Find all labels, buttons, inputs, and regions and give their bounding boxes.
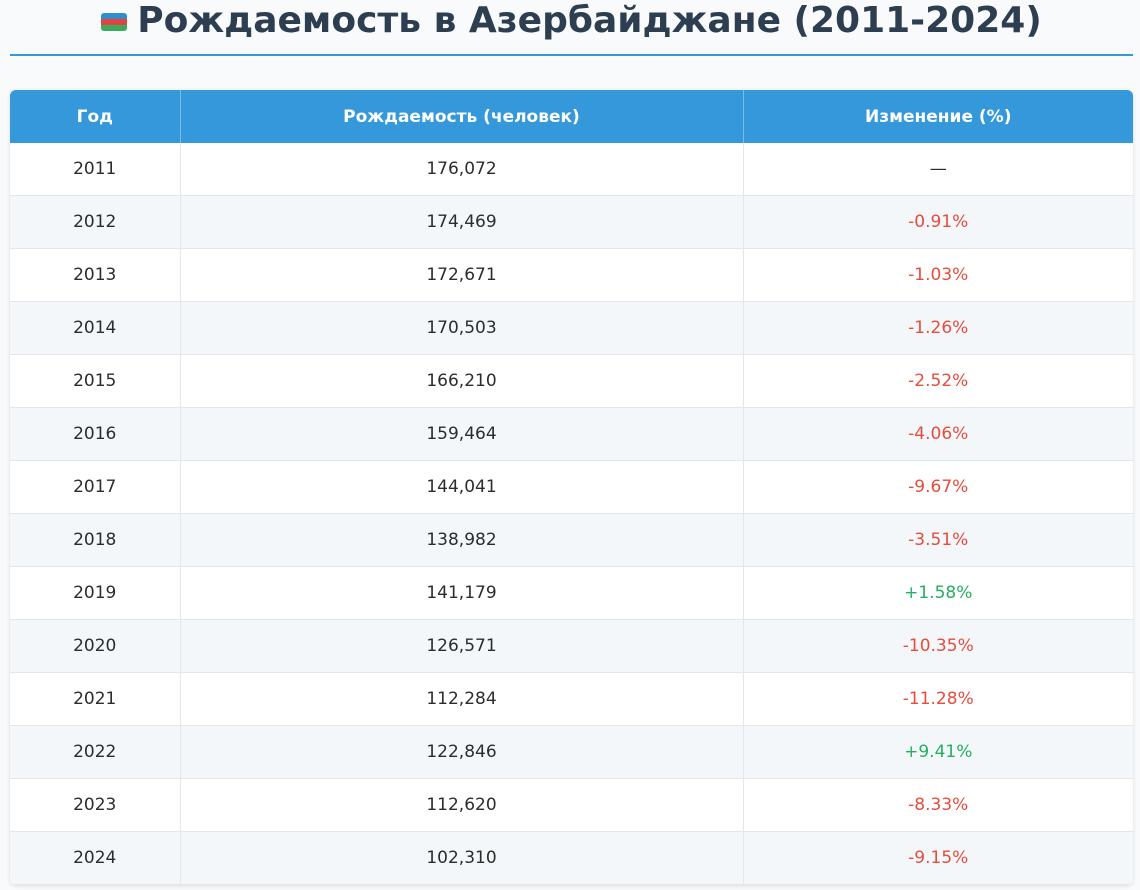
cell-births: 138,982: [180, 513, 744, 567]
cell-births: 174,469: [180, 195, 744, 249]
cell-change: -9.67%: [743, 460, 1133, 514]
cell-births: 122,846: [180, 725, 744, 779]
births-table-container: Год Рождаемость (человек) Изменение (%) …: [10, 90, 1133, 885]
cell-change: -8.33%: [743, 778, 1133, 832]
cell-year: 2011: [10, 143, 181, 196]
cell-change: -1.03%: [743, 248, 1133, 302]
cell-change: -4.06%: [743, 407, 1133, 461]
cell-births: 112,284: [180, 672, 744, 726]
cell-year: 2019: [10, 566, 181, 620]
cell-births: 126,571: [180, 619, 744, 673]
table-row: 2018 138,982 -3.51%: [10, 513, 1133, 567]
cell-change: -3.51%: [743, 513, 1133, 567]
table-row: 2021 112,284 -11.28%: [10, 672, 1133, 726]
column-header-year[interactable]: Год: [10, 90, 181, 143]
table-header-row: Год Рождаемость (человек) Изменение (%): [10, 90, 1133, 143]
table-row: 2022 122,846 +9.41%: [10, 725, 1133, 779]
cell-births: 172,671: [180, 248, 744, 302]
table-row: 2016 159,464 -4.06%: [10, 407, 1133, 461]
cell-change: -9.15%: [743, 831, 1133, 885]
cell-change: -0.91%: [743, 195, 1133, 249]
cell-births: 141,179: [180, 566, 744, 620]
table-row: 2024 102,310 -9.15%: [10, 831, 1133, 885]
table-row: 2013 172,671 -1.03%: [10, 248, 1133, 302]
cell-births: 166,210: [180, 354, 744, 408]
births-table: Год Рождаемость (человек) Изменение (%) …: [10, 90, 1133, 885]
column-header-change[interactable]: Изменение (%): [743, 90, 1133, 143]
table-row: 2020 126,571 -10.35%: [10, 619, 1133, 673]
cell-change: -2.52%: [743, 354, 1133, 408]
cell-change: -10.35%: [743, 619, 1133, 673]
cell-change: -11.28%: [743, 672, 1133, 726]
table-row: 2019 141,179 +1.58%: [10, 566, 1133, 620]
table-row: 2012 174,469 -0.91%: [10, 195, 1133, 249]
page-title: Рождаемость в Азербайджане (2011-2024): [137, 0, 1042, 41]
cell-change: +1.58%: [743, 566, 1133, 620]
cell-year: 2015: [10, 354, 181, 408]
cell-year: 2017: [10, 460, 181, 514]
cell-change: -1.26%: [743, 301, 1133, 355]
azerbaijan-flag-icon: [101, 13, 128, 31]
cell-births: 170,503: [180, 301, 744, 355]
cell-births: 176,072: [180, 143, 744, 196]
table-row: 2011 176,072—: [10, 143, 1133, 196]
cell-year: 2013: [10, 248, 181, 302]
cell-year: 2018: [10, 513, 181, 567]
table-row: 2023 112,620 -8.33%: [10, 778, 1133, 832]
cell-year: 2022: [10, 725, 181, 779]
cell-births: 112,620: [180, 778, 744, 832]
cell-births: 102,310: [180, 831, 744, 885]
table-row: 2014 170,503 -1.26%: [10, 301, 1133, 355]
cell-year: 2023: [10, 778, 181, 832]
table-row: 2015 166,210 -2.52%: [10, 354, 1133, 408]
cell-year: 2016: [10, 407, 181, 461]
cell-births: 144,041: [180, 460, 744, 514]
column-header-births[interactable]: Рождаемость (человек): [180, 90, 744, 143]
cell-year: 2012: [10, 195, 181, 249]
page-header: Рождаемость в Азербайджане (2011-2024): [10, 0, 1133, 56]
cell-births: 159,464: [180, 407, 744, 461]
table-body: 2011 176,072—2012 174,469 -0.91% 2013 172,671…: [10, 143, 1133, 885]
cell-change: +9.41%: [743, 725, 1133, 779]
cell-year: 2021: [10, 672, 181, 726]
cell-change: —: [743, 143, 1133, 196]
cell-year: 2024: [10, 831, 181, 885]
cell-year: 2014: [10, 301, 181, 355]
table-row: 2017 144,041 -9.67%: [10, 460, 1133, 514]
cell-year: 2020: [10, 619, 181, 673]
